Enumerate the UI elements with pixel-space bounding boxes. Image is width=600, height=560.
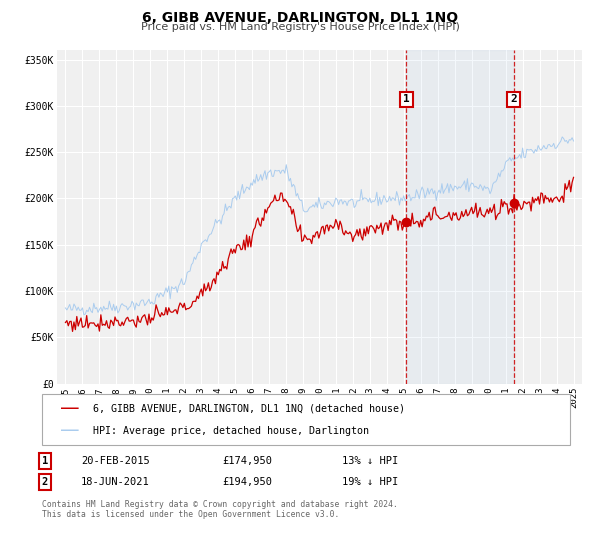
Text: 1: 1	[42, 456, 48, 466]
Text: 1: 1	[403, 95, 410, 105]
Text: 2: 2	[510, 95, 517, 105]
Text: 6, GIBB AVENUE, DARLINGTON, DL1 1NQ: 6, GIBB AVENUE, DARLINGTON, DL1 1NQ	[142, 11, 458, 25]
Text: Price paid vs. HM Land Registry's House Price Index (HPI): Price paid vs. HM Land Registry's House …	[140, 22, 460, 32]
Text: —: —	[60, 399, 80, 418]
Text: —: —	[60, 421, 80, 440]
Text: 13% ↓ HPI: 13% ↓ HPI	[342, 456, 398, 466]
Text: 20-FEB-2015: 20-FEB-2015	[81, 456, 150, 466]
Text: 19% ↓ HPI: 19% ↓ HPI	[342, 477, 398, 487]
Text: 6, GIBB AVENUE, DARLINGTON, DL1 1NQ (detached house): 6, GIBB AVENUE, DARLINGTON, DL1 1NQ (det…	[93, 403, 405, 413]
Bar	[406, 50, 514, 384]
Text: £174,950: £174,950	[222, 456, 272, 466]
Text: £194,950: £194,950	[222, 477, 272, 487]
Text: 2: 2	[42, 477, 48, 487]
Text: Contains HM Land Registry data © Crown copyright and database right 2024.
This d: Contains HM Land Registry data © Crown c…	[42, 500, 398, 519]
Text: HPI: Average price, detached house, Darlington: HPI: Average price, detached house, Darl…	[93, 426, 369, 436]
Text: 18-JUN-2021: 18-JUN-2021	[81, 477, 150, 487]
